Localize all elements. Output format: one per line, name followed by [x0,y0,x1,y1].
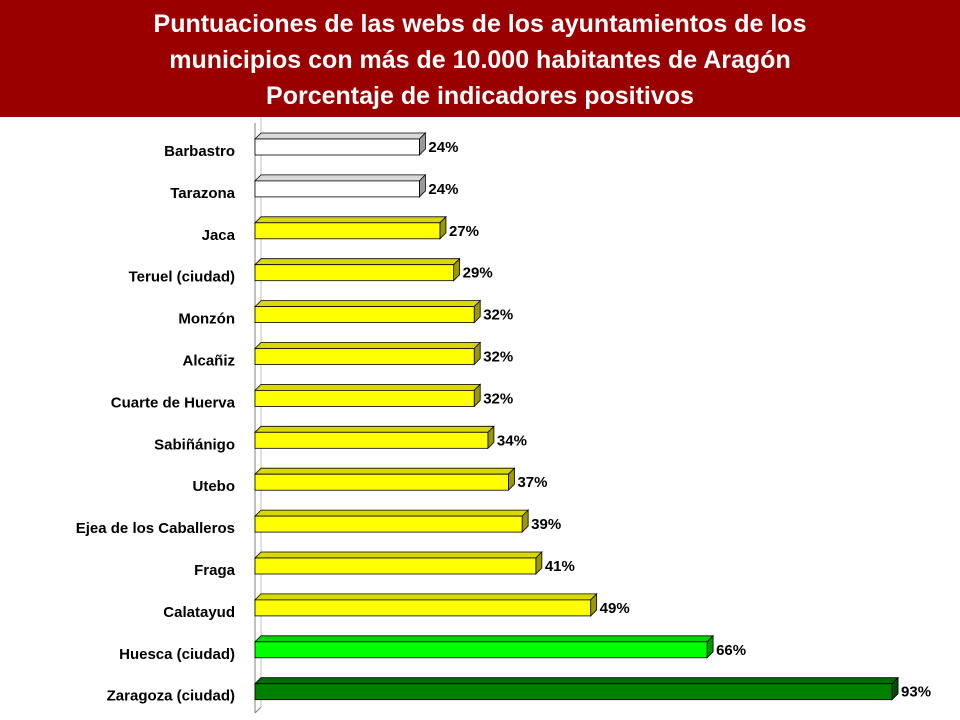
data-label-monzon: 32% [483,307,513,324]
bar-top-cuarte-de-huerva [254,383,482,391]
bar-ejea-de-los-caballeros [254,515,523,533]
bar-top-tarazona [254,174,427,182]
axis-corner-line [254,706,262,714]
bar-top-sabinanigo [254,425,495,433]
category-label-utebo: Utebo [193,478,236,495]
data-label-tarazona: 24% [428,181,458,198]
bar-utebo [254,473,509,491]
category-label-teruel-ciudad: Teruel (ciudad) [129,269,235,286]
data-label-alcaniz: 32% [483,349,513,366]
bar-huesca-ciudad [254,641,708,659]
category-label-calatayud: Calatayud [163,604,235,621]
bar-monzon [254,306,475,324]
bar-cuarte-de-huerva [254,389,475,407]
data-label-jaca: 27% [449,223,479,240]
category-label-tarazona: Tarazona [170,185,235,202]
category-label-barbastro: Barbastro [164,143,235,160]
data-label-cuarte-de-huerva: 32% [483,390,513,407]
bar-top-huesca-ciudad [254,635,715,643]
data-label-utebo: 37% [517,474,547,491]
bar-zaragoza-ciudad [254,683,893,701]
category-label-ejea-de-los-caballeros: Ejea de los Caballeros [76,520,235,537]
bar-top-alcaniz [254,342,482,349]
bar-top-fraga [254,551,543,559]
data-label-teruel-ciudad: 29% [463,265,493,282]
data-label-zaragoza-ciudad: 93% [901,684,931,701]
bar-fraga [254,557,537,575]
data-label-huesca-ciudad: 66% [716,642,746,659]
bar-top-barbastro [254,132,427,140]
bar-barbastro [254,138,420,156]
category-label-alcaniz: Alcañiz [182,353,235,370]
category-label-sabinanigo: Sabiñánigo [154,436,235,453]
bar-teruel-ciudad [254,264,455,282]
category-label-monzon: Monzón [178,311,235,328]
data-label-calatayud: 49% [600,600,630,617]
chart-title-line-3: Porcentaje de indicadores positivos [266,81,694,110]
bar-calatayud [254,599,592,617]
bar-top-monzon [254,300,482,308]
bar-top-jaca [254,216,447,224]
chart-title-line-2: municipios con más de 10.000 habitantes … [169,45,791,74]
bar-top-zaragoza-ciudad [254,677,900,685]
chart-title-line-1: Puntuaciones de las webs de los ayuntami… [153,9,807,38]
bar-top-calatayud [254,593,598,601]
bar-top-ejea-de-los-caballeros [254,509,530,517]
bar-jaca [254,222,441,240]
category-label-zaragoza-ciudad: Zaragoza (ciudad) [107,688,235,705]
bar-sabinanigo [254,431,489,449]
data-label-fraga: 41% [545,558,575,575]
data-label-ejea-de-los-caballeros: 39% [531,516,561,533]
category-label-huesca-ciudad: Huesca (ciudad) [119,646,235,663]
bar-top-teruel-ciudad [254,258,461,266]
category-label-fraga: Fraga [194,562,236,579]
data-label-barbastro: 24% [428,139,458,156]
category-label-cuarte-de-huerva: Cuarte de Huerva [111,394,236,411]
bar-top-utebo [254,467,516,475]
data-label-sabinanigo: 34% [497,432,527,449]
title-banner: Puntuaciones de las webs de los ayuntami… [0,0,960,117]
category-label-jaca: Jaca [202,227,236,244]
bar-tarazona [254,180,420,198]
bar-chart: 24% Barbastro 24% Tarazona 27% Jaca 29% Teruel … [76,117,931,714]
bar-alcaniz [254,348,475,365]
